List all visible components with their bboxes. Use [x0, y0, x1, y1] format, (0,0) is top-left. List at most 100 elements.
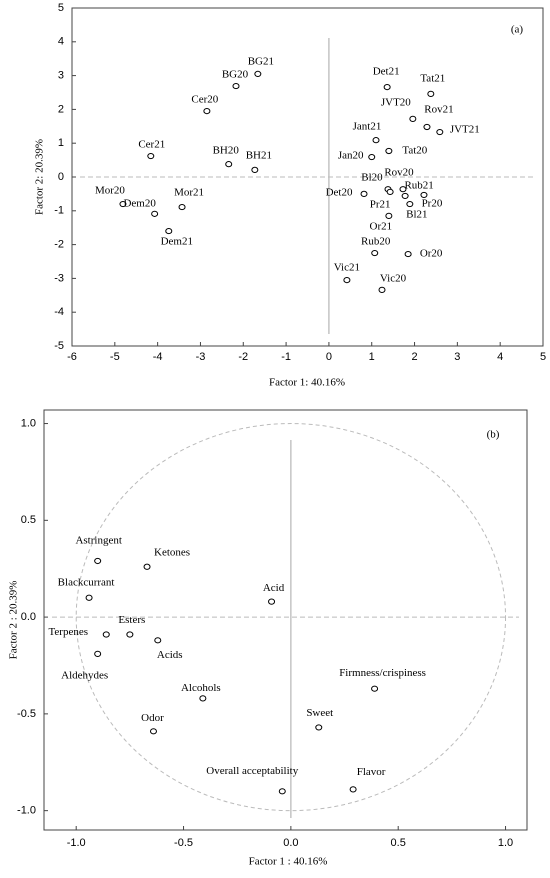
- point-label: Blackcurrant: [58, 576, 115, 588]
- point: [154, 637, 162, 644]
- point: [401, 192, 409, 200]
- point-label: Rov21: [424, 104, 453, 116]
- point-label: Mor20: [95, 185, 125, 197]
- point-label: Tat21: [420, 72, 445, 84]
- point-label: Jant21: [353, 121, 382, 133]
- point: [420, 191, 428, 199]
- point-label: Pr20: [422, 197, 443, 209]
- point-label: Cer21: [138, 139, 165, 151]
- x-axis-label: Factor 1: 40.16%: [269, 377, 345, 389]
- point: [423, 123, 431, 131]
- point-label: Alcohols: [181, 682, 221, 694]
- point-label: Acids: [157, 649, 183, 661]
- point: [268, 598, 276, 605]
- x-tick-label: -3: [196, 351, 206, 363]
- point-label: Vic20: [380, 272, 407, 284]
- point-label: Vic21: [334, 262, 360, 274]
- point-label: Overall acceptability: [206, 765, 298, 777]
- point: [278, 788, 286, 795]
- point: [232, 82, 240, 90]
- point-label: Acid: [263, 582, 285, 594]
- point: [343, 276, 351, 284]
- x-tick-label: 1.0: [498, 837, 513, 849]
- point-label: Det21: [373, 66, 400, 78]
- point-label: BG20: [222, 69, 249, 81]
- point: [149, 728, 157, 735]
- point: [178, 203, 186, 211]
- y-tick-label: 3: [58, 70, 64, 82]
- point: [165, 227, 173, 235]
- point-label: JVT21: [450, 124, 480, 136]
- point-label: Bl21: [406, 209, 427, 221]
- point-label: Sweet: [306, 707, 333, 719]
- point-label: Bl20: [361, 172, 383, 184]
- point-label: Ketones: [154, 546, 190, 558]
- point: [254, 70, 262, 78]
- point: [143, 563, 151, 570]
- x-tick-label: -0.5: [174, 837, 193, 849]
- point: [368, 153, 376, 161]
- panel-annotation: (b): [487, 429, 500, 441]
- x-tick-label: 0.0: [283, 837, 298, 849]
- point: [151, 210, 159, 217]
- point-label: Cer20: [191, 94, 218, 106]
- point-label: JVT20: [381, 96, 411, 108]
- y-axis-label: Factor 2: 20.39%: [34, 139, 46, 215]
- point: [251, 166, 259, 174]
- y-tick-label: 5: [58, 2, 64, 14]
- x-axis-label: Factor 1 : 40.16%: [249, 856, 328, 868]
- point: [102, 631, 110, 638]
- y-tick-label: 1.0: [21, 417, 36, 429]
- point: [203, 107, 211, 115]
- point-label: BH21: [246, 149, 272, 161]
- point: [409, 115, 417, 122]
- y-tick-label: -4: [54, 306, 64, 318]
- y-axis-label: Factor 2 : 20.39%: [8, 581, 20, 660]
- point-label: Rub20: [361, 236, 391, 248]
- y-tick-label: 1: [58, 137, 64, 149]
- point: [427, 90, 435, 97]
- point-label: Mor21: [174, 187, 204, 199]
- point-label: Or21: [370, 220, 393, 232]
- x-tick-label: 4: [497, 351, 503, 363]
- y-tick-label: -2: [54, 239, 64, 251]
- point: [94, 650, 102, 657]
- x-tick-label: 2: [411, 351, 417, 363]
- point: [126, 631, 134, 638]
- point: [349, 786, 357, 793]
- point-label: Astringent: [75, 534, 121, 546]
- point: [404, 250, 412, 258]
- point: [371, 249, 379, 257]
- point: [436, 128, 444, 136]
- point: [85, 594, 93, 601]
- point: [225, 161, 233, 168]
- point-label: Firmness/crispiness: [339, 667, 426, 679]
- point-label: Jan20: [338, 150, 364, 162]
- y-tick-label: -3: [54, 272, 64, 284]
- point-label: Pr21: [370, 198, 391, 210]
- y-tick-label: 0.0: [21, 611, 36, 623]
- x-tick-label: 0.5: [391, 837, 406, 849]
- y-tick-label: 0: [58, 171, 64, 183]
- point: [406, 200, 414, 208]
- unit-circle: [75, 423, 507, 812]
- plot-frame: [43, 409, 528, 831]
- point: [94, 557, 102, 565]
- y-tick-label: 0.5: [21, 514, 36, 526]
- point-label: Tat20: [402, 145, 427, 157]
- point: [385, 212, 393, 219]
- point: [378, 286, 386, 293]
- point: [385, 147, 393, 155]
- x-tick-label: 5: [540, 351, 546, 363]
- point-label: Rub21: [404, 179, 433, 191]
- point-label: Flavor: [357, 766, 386, 778]
- point-label: Esters: [118, 614, 145, 626]
- x-tick-label: -6: [67, 351, 77, 363]
- y-tick-label: -1.0: [17, 805, 36, 817]
- x-tick-label: -5: [110, 351, 120, 363]
- point-label: Terpenes: [48, 626, 88, 638]
- point-label: Rov20: [384, 167, 414, 179]
- point-label: Aldehydes: [61, 669, 108, 681]
- point-label: Or20: [420, 248, 443, 260]
- point: [147, 152, 155, 160]
